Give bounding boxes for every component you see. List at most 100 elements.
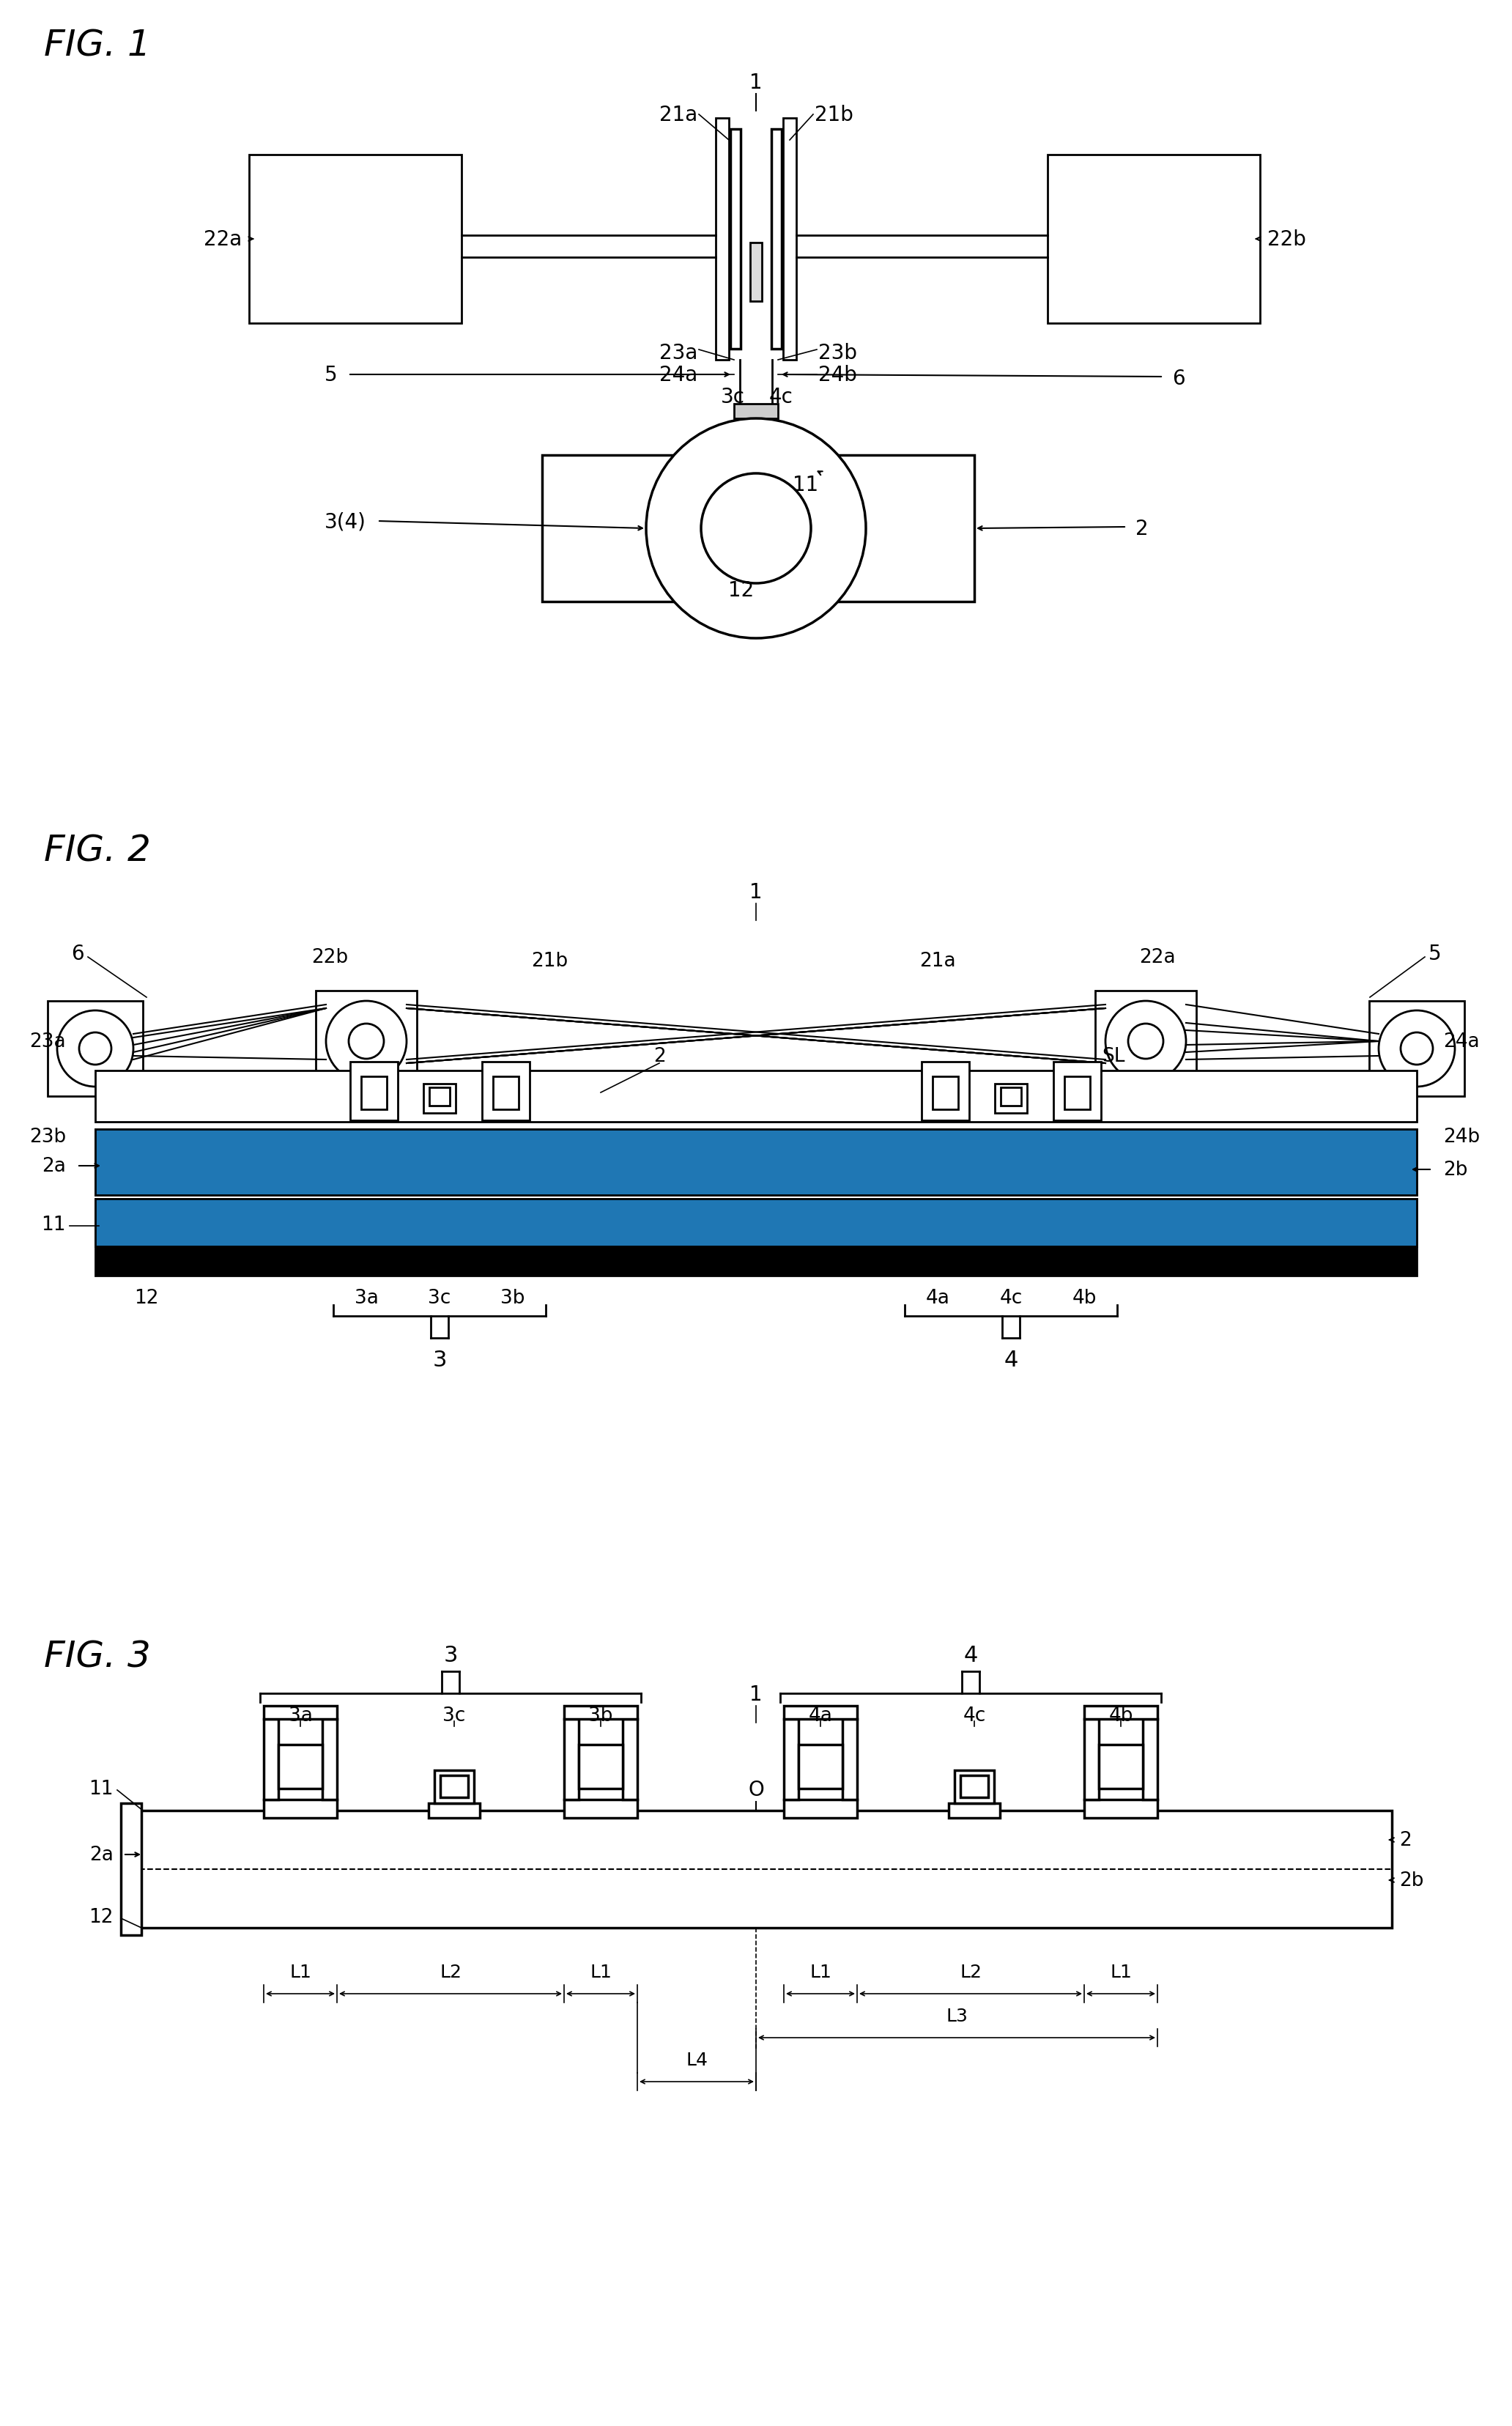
Text: 11: 11 bbox=[41, 1215, 67, 1235]
Text: 23b: 23b bbox=[29, 1128, 67, 1147]
Text: 4c: 4c bbox=[999, 1288, 1022, 1308]
Text: 4a: 4a bbox=[925, 1288, 950, 1308]
Text: L1: L1 bbox=[1110, 1963, 1132, 1980]
Bar bbox=[783, 119, 797, 361]
Bar bbox=[316, 992, 417, 1092]
Bar bbox=[263, 1800, 337, 1817]
Bar bbox=[783, 1800, 857, 1817]
Text: 24b: 24b bbox=[1442, 1128, 1480, 1147]
Bar bbox=[954, 1771, 993, 1803]
Text: 3b: 3b bbox=[588, 1705, 612, 1725]
Bar bbox=[730, 129, 741, 349]
Text: SL: SL bbox=[1102, 1046, 1125, 1065]
Text: 5: 5 bbox=[324, 364, 337, 386]
Text: 4c: 4c bbox=[963, 1705, 986, 1725]
Bar bbox=[564, 1720, 579, 1800]
Text: FIG. 1: FIG. 1 bbox=[44, 27, 151, 63]
Bar bbox=[933, 1077, 959, 1109]
Text: 22a: 22a bbox=[1139, 949, 1176, 968]
Bar bbox=[543, 456, 974, 602]
Text: 23a: 23a bbox=[659, 342, 697, 364]
Bar bbox=[1084, 1720, 1099, 1800]
Text: 23b: 23b bbox=[818, 342, 857, 364]
Bar bbox=[771, 129, 782, 349]
Text: 3b: 3b bbox=[500, 1288, 525, 1308]
Bar bbox=[121, 1803, 142, 1936]
Circle shape bbox=[646, 420, 866, 638]
Bar bbox=[429, 1087, 449, 1106]
Bar bbox=[623, 1720, 638, 1800]
Bar bbox=[1095, 992, 1196, 1092]
Text: 3c: 3c bbox=[721, 386, 745, 408]
Text: 3: 3 bbox=[432, 1349, 446, 1371]
Bar bbox=[278, 1744, 322, 1788]
Text: L1: L1 bbox=[289, 1963, 311, 1980]
Circle shape bbox=[702, 473, 810, 585]
Bar bbox=[249, 155, 461, 323]
Bar bbox=[351, 1063, 398, 1121]
Text: 21b: 21b bbox=[531, 951, 569, 970]
Text: 24b: 24b bbox=[818, 364, 857, 386]
Circle shape bbox=[1400, 1033, 1433, 1065]
Bar bbox=[921, 1063, 969, 1121]
Text: 2: 2 bbox=[1399, 1832, 1412, 1849]
Bar bbox=[960, 1776, 989, 1798]
Text: 12: 12 bbox=[135, 1288, 159, 1308]
Text: FIG. 2: FIG. 2 bbox=[44, 835, 151, 869]
Text: 2b: 2b bbox=[1399, 1870, 1424, 1890]
Text: 4: 4 bbox=[1004, 1349, 1018, 1371]
Bar bbox=[1143, 1720, 1158, 1800]
Bar bbox=[715, 119, 729, 361]
Bar bbox=[842, 1720, 857, 1800]
Text: 3(4): 3(4) bbox=[325, 512, 366, 531]
Text: 24a: 24a bbox=[659, 364, 697, 386]
Bar bbox=[423, 1084, 455, 1114]
Text: O: O bbox=[748, 1778, 764, 1800]
Bar bbox=[493, 1077, 519, 1109]
Bar bbox=[95, 1198, 1417, 1247]
Text: FIG. 3: FIG. 3 bbox=[44, 1640, 151, 1674]
Circle shape bbox=[1105, 1002, 1185, 1082]
Text: 11: 11 bbox=[792, 475, 818, 495]
Text: 5: 5 bbox=[1429, 944, 1441, 963]
Text: 22b: 22b bbox=[1267, 230, 1306, 250]
Bar bbox=[1054, 1063, 1101, 1121]
Bar bbox=[564, 1705, 638, 1720]
Text: 2a: 2a bbox=[89, 1846, 113, 1863]
Text: 3a: 3a bbox=[354, 1288, 378, 1308]
Text: 4c: 4c bbox=[770, 386, 794, 408]
Bar bbox=[733, 405, 779, 420]
Text: 2: 2 bbox=[653, 1046, 665, 1065]
Bar bbox=[482, 1063, 529, 1121]
Text: 12: 12 bbox=[729, 580, 754, 602]
Text: 2b: 2b bbox=[1442, 1160, 1468, 1179]
Text: 1: 1 bbox=[750, 73, 762, 92]
Bar bbox=[1084, 1705, 1158, 1720]
Text: 6: 6 bbox=[71, 944, 85, 963]
Bar bbox=[750, 243, 762, 301]
Bar bbox=[95, 1131, 1417, 1196]
Text: L4: L4 bbox=[685, 2050, 708, 2069]
Circle shape bbox=[1128, 1024, 1163, 1060]
Text: 1: 1 bbox=[750, 883, 762, 902]
Text: 2a: 2a bbox=[42, 1157, 67, 1177]
Circle shape bbox=[327, 1002, 407, 1082]
Text: L3: L3 bbox=[947, 2006, 968, 2026]
Bar bbox=[1370, 1002, 1465, 1097]
Bar bbox=[1064, 1077, 1090, 1109]
Bar bbox=[95, 1198, 1417, 1247]
Circle shape bbox=[1379, 1012, 1455, 1087]
Bar bbox=[95, 1131, 1417, 1196]
Bar bbox=[47, 1002, 142, 1097]
Bar bbox=[428, 1803, 479, 1817]
Bar bbox=[783, 1705, 857, 1720]
Bar bbox=[95, 1070, 1417, 1123]
Text: 3c: 3c bbox=[428, 1288, 451, 1308]
Text: 4: 4 bbox=[963, 1645, 978, 1667]
Text: 4a: 4a bbox=[809, 1705, 833, 1725]
Text: 23a: 23a bbox=[30, 1031, 67, 1050]
Bar bbox=[440, 1776, 469, 1798]
Text: L1: L1 bbox=[590, 1963, 612, 1980]
Bar bbox=[263, 1720, 278, 1800]
Bar bbox=[361, 1077, 387, 1109]
